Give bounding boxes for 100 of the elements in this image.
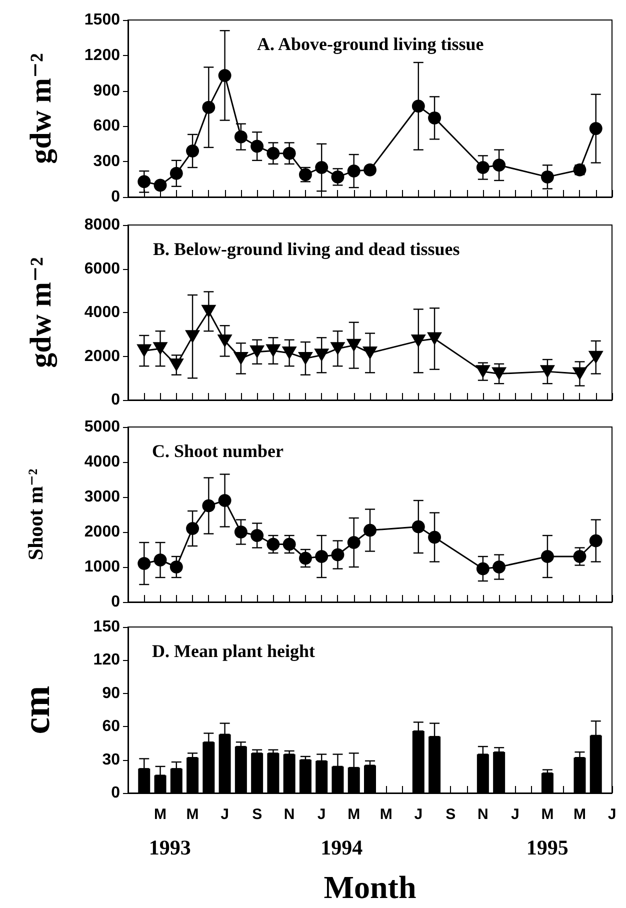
x-tick-label: J: [608, 806, 616, 823]
point: [201, 304, 216, 318]
point: [186, 144, 200, 158]
x-tick-label: M: [541, 806, 554, 823]
point: [298, 552, 312, 565]
point: [573, 550, 586, 563]
y-tick-label: 1200: [84, 46, 120, 64]
point: [138, 175, 151, 188]
point: [364, 163, 376, 176]
point: [186, 522, 200, 535]
point: [315, 161, 328, 174]
point: [412, 100, 425, 113]
y-tick-label: 8000: [84, 216, 120, 234]
x-axis-title: Month: [324, 869, 416, 905]
point: [315, 550, 328, 563]
y-tick-label: 900: [93, 82, 120, 100]
point: [138, 557, 151, 570]
point: [282, 346, 297, 360]
point: [314, 348, 330, 362]
x-tick-label: J: [511, 806, 520, 823]
y-tick-label: 5000: [84, 418, 120, 436]
point: [427, 332, 442, 346]
point: [476, 562, 490, 576]
y-tick-label: 3000: [84, 488, 120, 506]
point: [170, 560, 183, 574]
point: [218, 494, 232, 507]
x-tick-label: M: [348, 806, 360, 823]
y-tick-label: 0: [111, 392, 120, 408]
point: [572, 367, 588, 380]
point: [154, 178, 167, 192]
point: [588, 350, 604, 364]
point: [346, 338, 362, 352]
text: 1993: [148, 836, 191, 860]
y-tick-label: 30: [102, 751, 120, 768]
point: [589, 534, 602, 548]
point: [250, 345, 265, 358]
point: [428, 111, 442, 124]
x-tick-label: M: [573, 806, 586, 823]
x-tick-label: S: [446, 806, 456, 823]
text: B. Below-ground living and dead tissues: [153, 239, 460, 259]
text: 1994: [320, 836, 364, 860]
point: [170, 166, 183, 180]
x-tick-label: M: [380, 806, 392, 823]
point: [475, 365, 490, 378]
point: [347, 164, 360, 178]
point: [234, 526, 248, 538]
y-tick-label: 1500: [84, 12, 120, 28]
point: [331, 170, 344, 184]
y-tick-label: 4000: [84, 454, 120, 470]
point: [540, 365, 555, 378]
point: [589, 122, 602, 136]
point: [250, 529, 264, 542]
point: [492, 367, 507, 380]
point: [428, 530, 442, 544]
point: [492, 560, 506, 574]
x-tick-label: M: [186, 806, 199, 823]
point: [234, 130, 248, 144]
y-axis-title: Shoot m⁻²: [24, 468, 48, 560]
x-tick-label: N: [478, 806, 488, 823]
point: [298, 352, 313, 365]
point: [362, 346, 378, 360]
y-tick-label: 6000: [84, 260, 120, 278]
point: [250, 140, 264, 153]
y-tick-label: 150: [93, 618, 120, 636]
y-tick-label: 0: [111, 594, 120, 610]
y-axis-title: gdw m⁻²: [24, 53, 58, 164]
y-tick-label: 600: [93, 118, 120, 135]
text: 1995: [526, 836, 568, 860]
y-tick-label: 0: [111, 784, 120, 802]
point: [168, 358, 184, 372]
point: [282, 538, 296, 551]
text: A. Above-ground living tissue: [257, 34, 484, 54]
x-tick-label: S: [252, 806, 262, 823]
point: [412, 520, 425, 534]
x-tick-label: J: [414, 806, 423, 823]
point: [331, 548, 344, 562]
y-axis-title: cm: [16, 686, 58, 734]
point: [476, 161, 490, 174]
y-tick-label: 1000: [84, 558, 120, 576]
point: [185, 330, 200, 344]
x-tick-label: N: [284, 806, 295, 823]
y-tick-label: 2000: [84, 524, 120, 540]
point: [282, 146, 296, 160]
point: [540, 550, 554, 563]
point: [266, 538, 280, 551]
point: [233, 352, 248, 365]
point: [492, 158, 506, 172]
point: [540, 170, 554, 184]
point: [217, 334, 232, 348]
y-tick-label: 90: [102, 684, 120, 702]
y-tick-label: 0: [111, 188, 120, 206]
x-tick-label: J: [220, 806, 229, 823]
y-tick-label: 60: [102, 718, 120, 736]
point: [202, 499, 216, 512]
point: [218, 68, 232, 82]
point: [330, 342, 346, 356]
y-axis-title: gdw m⁻²: [24, 257, 58, 368]
point: [410, 334, 426, 348]
point: [347, 536, 360, 549]
x-tick-label: M: [154, 806, 167, 823]
